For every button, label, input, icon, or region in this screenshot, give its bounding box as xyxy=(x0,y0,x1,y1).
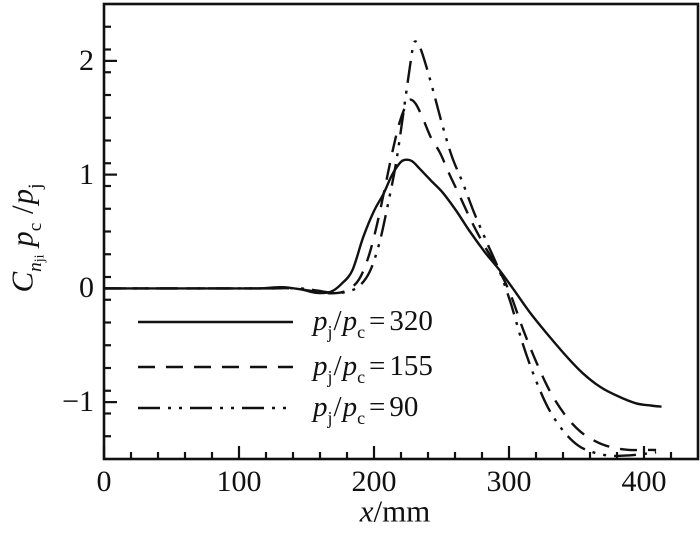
legend-line-sample-dashed xyxy=(138,365,293,369)
text-part: = xyxy=(369,304,386,337)
y-tick-label: 2 xyxy=(79,43,94,77)
x-axis-title: x/mm xyxy=(360,496,431,527)
text-part: n xyxy=(25,262,47,272)
curve-pj-pc-320 xyxy=(103,158,662,408)
y-tick-label: 1 xyxy=(79,157,94,191)
legend-line-sample-solid xyxy=(138,320,293,324)
text-part: p xyxy=(313,390,328,423)
text-part: 320 xyxy=(389,304,433,337)
text-part: / xyxy=(333,349,342,382)
y-axis-title: Cnji pc /pj xyxy=(4,183,48,293)
text-part: p xyxy=(4,231,40,247)
text-part: = xyxy=(369,349,386,382)
text-part: = xyxy=(369,390,386,423)
text-part: c xyxy=(357,322,366,343)
text-part: x xyxy=(359,493,374,529)
text-part: p xyxy=(4,188,40,205)
y-tick-label: −1 xyxy=(62,385,94,419)
x-tick-label: 200 xyxy=(351,465,397,498)
text-part: c xyxy=(25,222,47,232)
text-part: p xyxy=(313,304,328,337)
legend-line-sample-dashdotdot xyxy=(138,406,293,410)
text-part: 155 xyxy=(389,349,433,382)
text-part: p xyxy=(313,349,328,382)
legend-item-label: pj/pc = 155 xyxy=(313,349,433,388)
text-part: c xyxy=(357,408,366,429)
x-tick-label: 300 xyxy=(486,465,532,498)
text-part: p xyxy=(342,390,358,423)
text-part: j xyxy=(327,367,333,388)
legend-item-label: pj/pc = 90 xyxy=(313,390,419,429)
text-part: j xyxy=(25,183,47,189)
y-tick-label: 0 xyxy=(79,271,94,305)
text-part: 90 xyxy=(389,390,419,423)
text-part: C xyxy=(4,271,40,293)
text-part: j xyxy=(327,322,333,343)
text-part: ji xyxy=(32,254,48,263)
x-tick-label: 100 xyxy=(216,465,262,498)
text-part: / xyxy=(333,304,342,337)
text-part: j xyxy=(327,408,333,429)
text-part: c xyxy=(357,367,366,388)
text-part: p xyxy=(342,349,358,382)
text-part: / xyxy=(333,390,342,423)
text-part: p xyxy=(342,304,358,337)
legend-item-label: pj/pc = 320 xyxy=(313,304,433,343)
text-part: /mm xyxy=(373,493,431,529)
x-tick-label: 400 xyxy=(621,465,667,498)
text-part xyxy=(4,247,39,255)
text-part: / xyxy=(4,205,40,222)
curve-pj-pc-90 xyxy=(103,40,657,458)
x-tick-label: 0 xyxy=(96,465,112,498)
